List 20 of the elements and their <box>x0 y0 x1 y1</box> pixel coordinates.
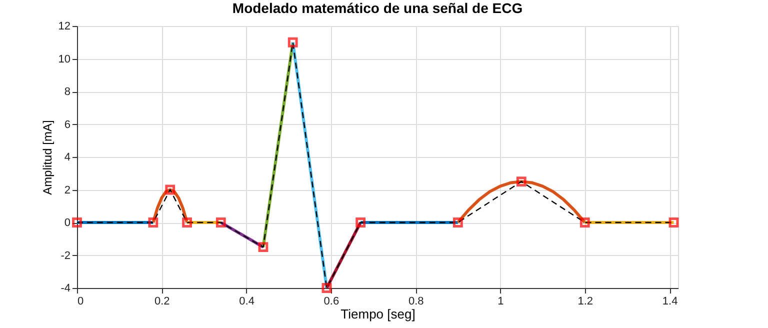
y-tick-label: 8 <box>64 86 70 98</box>
x-tick-label: 0 <box>78 296 84 308</box>
y-axis-title: Amplitud [mA] <box>40 120 54 195</box>
y-tick-label: -2 <box>60 250 70 262</box>
x-tick-label: 0.4 <box>239 296 254 308</box>
x-axis-title: Tiempo [seg] <box>340 306 416 322</box>
x-tick-label: 0.2 <box>154 296 170 308</box>
y-tick-label: 12 <box>58 20 70 32</box>
x-tick-label: 0.8 <box>408 296 424 308</box>
x-tick-label: 1.4 <box>662 296 678 308</box>
x-tick-label: 1 <box>498 296 504 308</box>
y-tick-label: 0 <box>64 217 70 229</box>
x-tick-label: 0.6 <box>324 296 340 308</box>
y-tick-label: 4 <box>64 152 70 164</box>
y-tick-label: 2 <box>64 184 70 196</box>
chart-title: Modelado matemático de una señal de ECG <box>232 0 523 16</box>
x-tick-label: 1.2 <box>578 296 594 308</box>
y-tick-label: 10 <box>58 53 70 66</box>
y-tick-label: -4 <box>60 282 70 294</box>
y-tick-label: 6 <box>64 118 70 131</box>
